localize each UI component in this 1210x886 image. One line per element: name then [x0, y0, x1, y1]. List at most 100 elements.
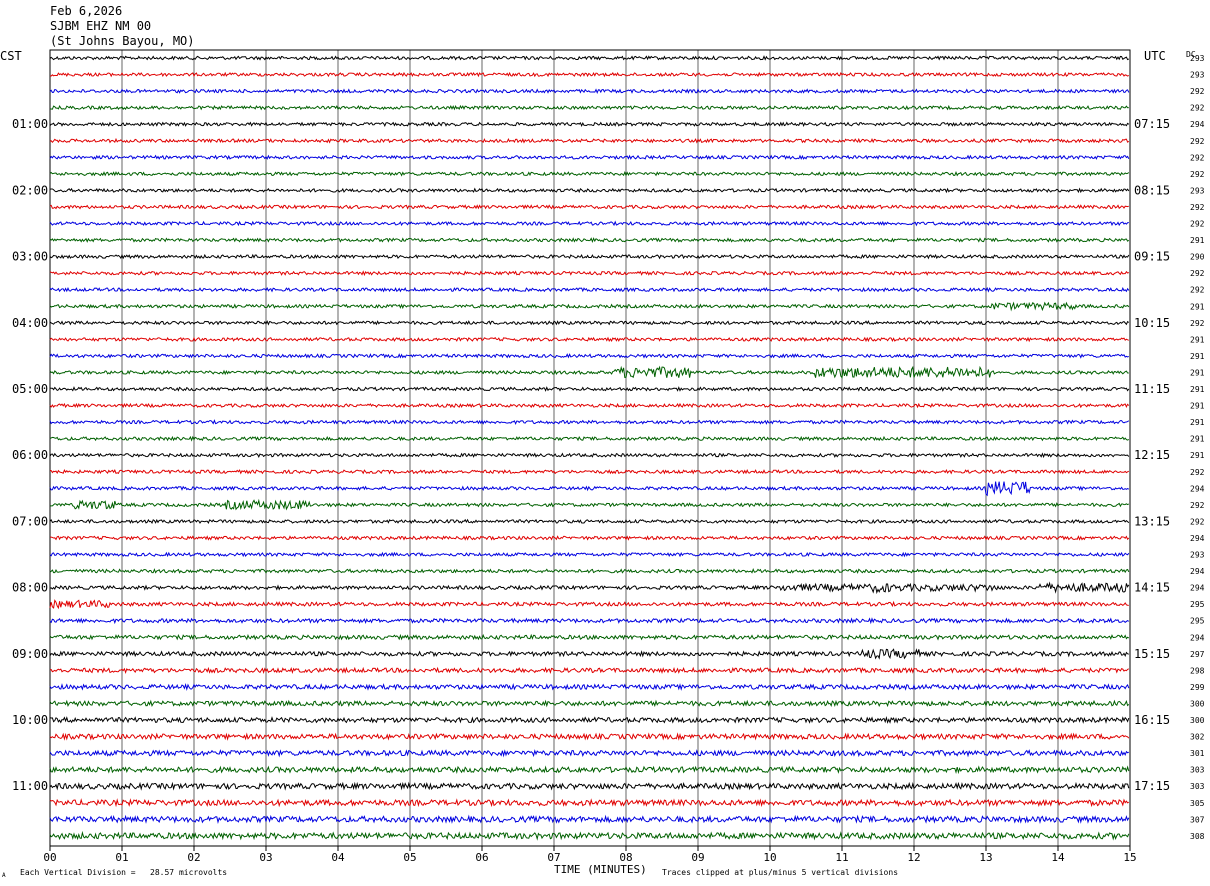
dc-offset-label: 299: [1190, 683, 1205, 692]
left-hour-label: 11:00: [12, 779, 48, 793]
x-tick-label: 04: [331, 851, 345, 864]
left-hour-label: 02:00: [12, 183, 48, 197]
right-hour-label: 11:15: [1134, 382, 1170, 396]
date-label: Feb 6,2026: [50, 4, 123, 18]
dc-offset-label: 295: [1190, 617, 1205, 626]
right-hour-label: 07:15: [1134, 117, 1170, 131]
trace-line: [49, 732, 1130, 741]
dc-offset-label: 294: [1190, 567, 1205, 576]
trace-line: [49, 286, 1130, 293]
dc-offset-label: 292: [1190, 170, 1205, 179]
right-hour-label: 14:15: [1134, 581, 1170, 595]
trace-line: [49, 682, 1130, 691]
trace-line: [49, 568, 1130, 574]
dc-offset-label: 292: [1190, 286, 1205, 295]
x-tick-label: 09: [691, 851, 704, 864]
dc-offset-label: 294: [1190, 584, 1205, 593]
x-tick-label: 12: [907, 851, 920, 864]
x-tick-label: 13: [979, 851, 992, 864]
trace-line: [49, 386, 1130, 392]
dc-offset-label: 293: [1190, 186, 1205, 195]
x-tick-label: 00: [43, 851, 56, 864]
trace-line: [49, 469, 1129, 475]
trace-line: [49, 617, 1130, 625]
trace-line: [49, 320, 1130, 326]
dc-offset-label: 294: [1190, 633, 1205, 642]
dc-offset-label: 291: [1190, 302, 1205, 311]
trace-line: [49, 518, 1130, 525]
dc-offset-label: 291: [1190, 418, 1205, 427]
trace-line: [49, 765, 1130, 775]
dc-offset-label: 293: [1190, 54, 1205, 63]
trace-line: [49, 301, 1130, 312]
dc-offset-label: 303: [1190, 782, 1205, 791]
trace-line: [49, 170, 1130, 177]
left-hour-label: 09:00: [12, 647, 48, 661]
dc-offset-label: 300: [1190, 716, 1205, 725]
left-hour-label: 08:00: [12, 581, 48, 595]
left-hour-label: 04:00: [12, 316, 48, 330]
x-tick-label: 01: [115, 851, 128, 864]
trace-line: [49, 648, 1129, 660]
dc-offset-label: 302: [1190, 733, 1205, 742]
x-tick-label: 05: [403, 851, 416, 864]
trace-line: [49, 353, 1129, 359]
dc-offset-label: 290: [1190, 253, 1205, 262]
corner-mark: A: [2, 872, 6, 879]
dc-offset-label: 291: [1190, 402, 1205, 411]
trace-line: [49, 237, 1130, 244]
trace-line: [49, 481, 1130, 497]
trace-line: [49, 666, 1130, 675]
trace-line: [49, 749, 1129, 758]
dc-offset-label: 292: [1190, 87, 1205, 96]
x-tick-label: 10: [763, 851, 776, 864]
trace-line: [49, 419, 1130, 425]
trace-line: [49, 336, 1129, 343]
scale-note: Each Vertical Division = 28.57 microvolt…: [20, 868, 228, 877]
dc-offset-label: 293: [1190, 71, 1205, 80]
trace-line: [49, 137, 1130, 144]
dc-label: DC: [1186, 50, 1196, 59]
trace-line: [49, 781, 1130, 791]
trace-line: [49, 830, 1130, 841]
dc-offset-label: 292: [1190, 517, 1205, 526]
x-tick-label: 08: [619, 851, 632, 864]
x-tick-label: 03: [259, 851, 272, 864]
dc-offset-label: 291: [1190, 451, 1205, 460]
dc-offset-label: 300: [1190, 699, 1205, 708]
dc-offset-label: 292: [1190, 220, 1205, 229]
dc-offset-label: 292: [1190, 104, 1205, 113]
trace-line: [49, 71, 1130, 78]
right-timezone-label: UTC: [1144, 49, 1166, 63]
dc-offset-label: 292: [1190, 137, 1205, 146]
trace-line: [49, 535, 1130, 541]
x-tick-label: 14: [1051, 851, 1065, 864]
trace-line: [49, 498, 1130, 511]
x-tick-label: 15: [1123, 851, 1136, 864]
dc-offset-label: 308: [1190, 832, 1205, 841]
left-timezone-label: CST: [0, 49, 22, 63]
trace-line: [49, 270, 1129, 277]
right-hour-label: 08:15: [1134, 183, 1170, 197]
dc-offset-label: 292: [1190, 468, 1205, 477]
right-hour-label: 13:15: [1134, 514, 1170, 528]
x-tick-label: 06: [475, 851, 488, 864]
trace-line: [49, 814, 1130, 824]
dc-offset-label: 292: [1190, 153, 1205, 162]
left-hour-label: 07:00: [12, 514, 48, 528]
dc-offset-label: 294: [1190, 484, 1205, 493]
dc-offset-label: 292: [1190, 319, 1205, 328]
trace-line: [49, 154, 1130, 161]
trace-line: [49, 435, 1130, 442]
dc-offset-label: 292: [1190, 269, 1205, 278]
trace-line: [49, 402, 1130, 409]
left-hour-label: 06:00: [12, 448, 48, 462]
trace-line: [49, 599, 1129, 610]
dc-offset-label: 295: [1190, 600, 1205, 609]
trace-line: [49, 551, 1130, 558]
dc-offset-label: 307: [1190, 815, 1205, 824]
trace-line: [49, 88, 1130, 94]
x-axis-label: TIME (MINUTES): [554, 863, 647, 876]
dc-offset-label: 305: [1190, 799, 1205, 808]
